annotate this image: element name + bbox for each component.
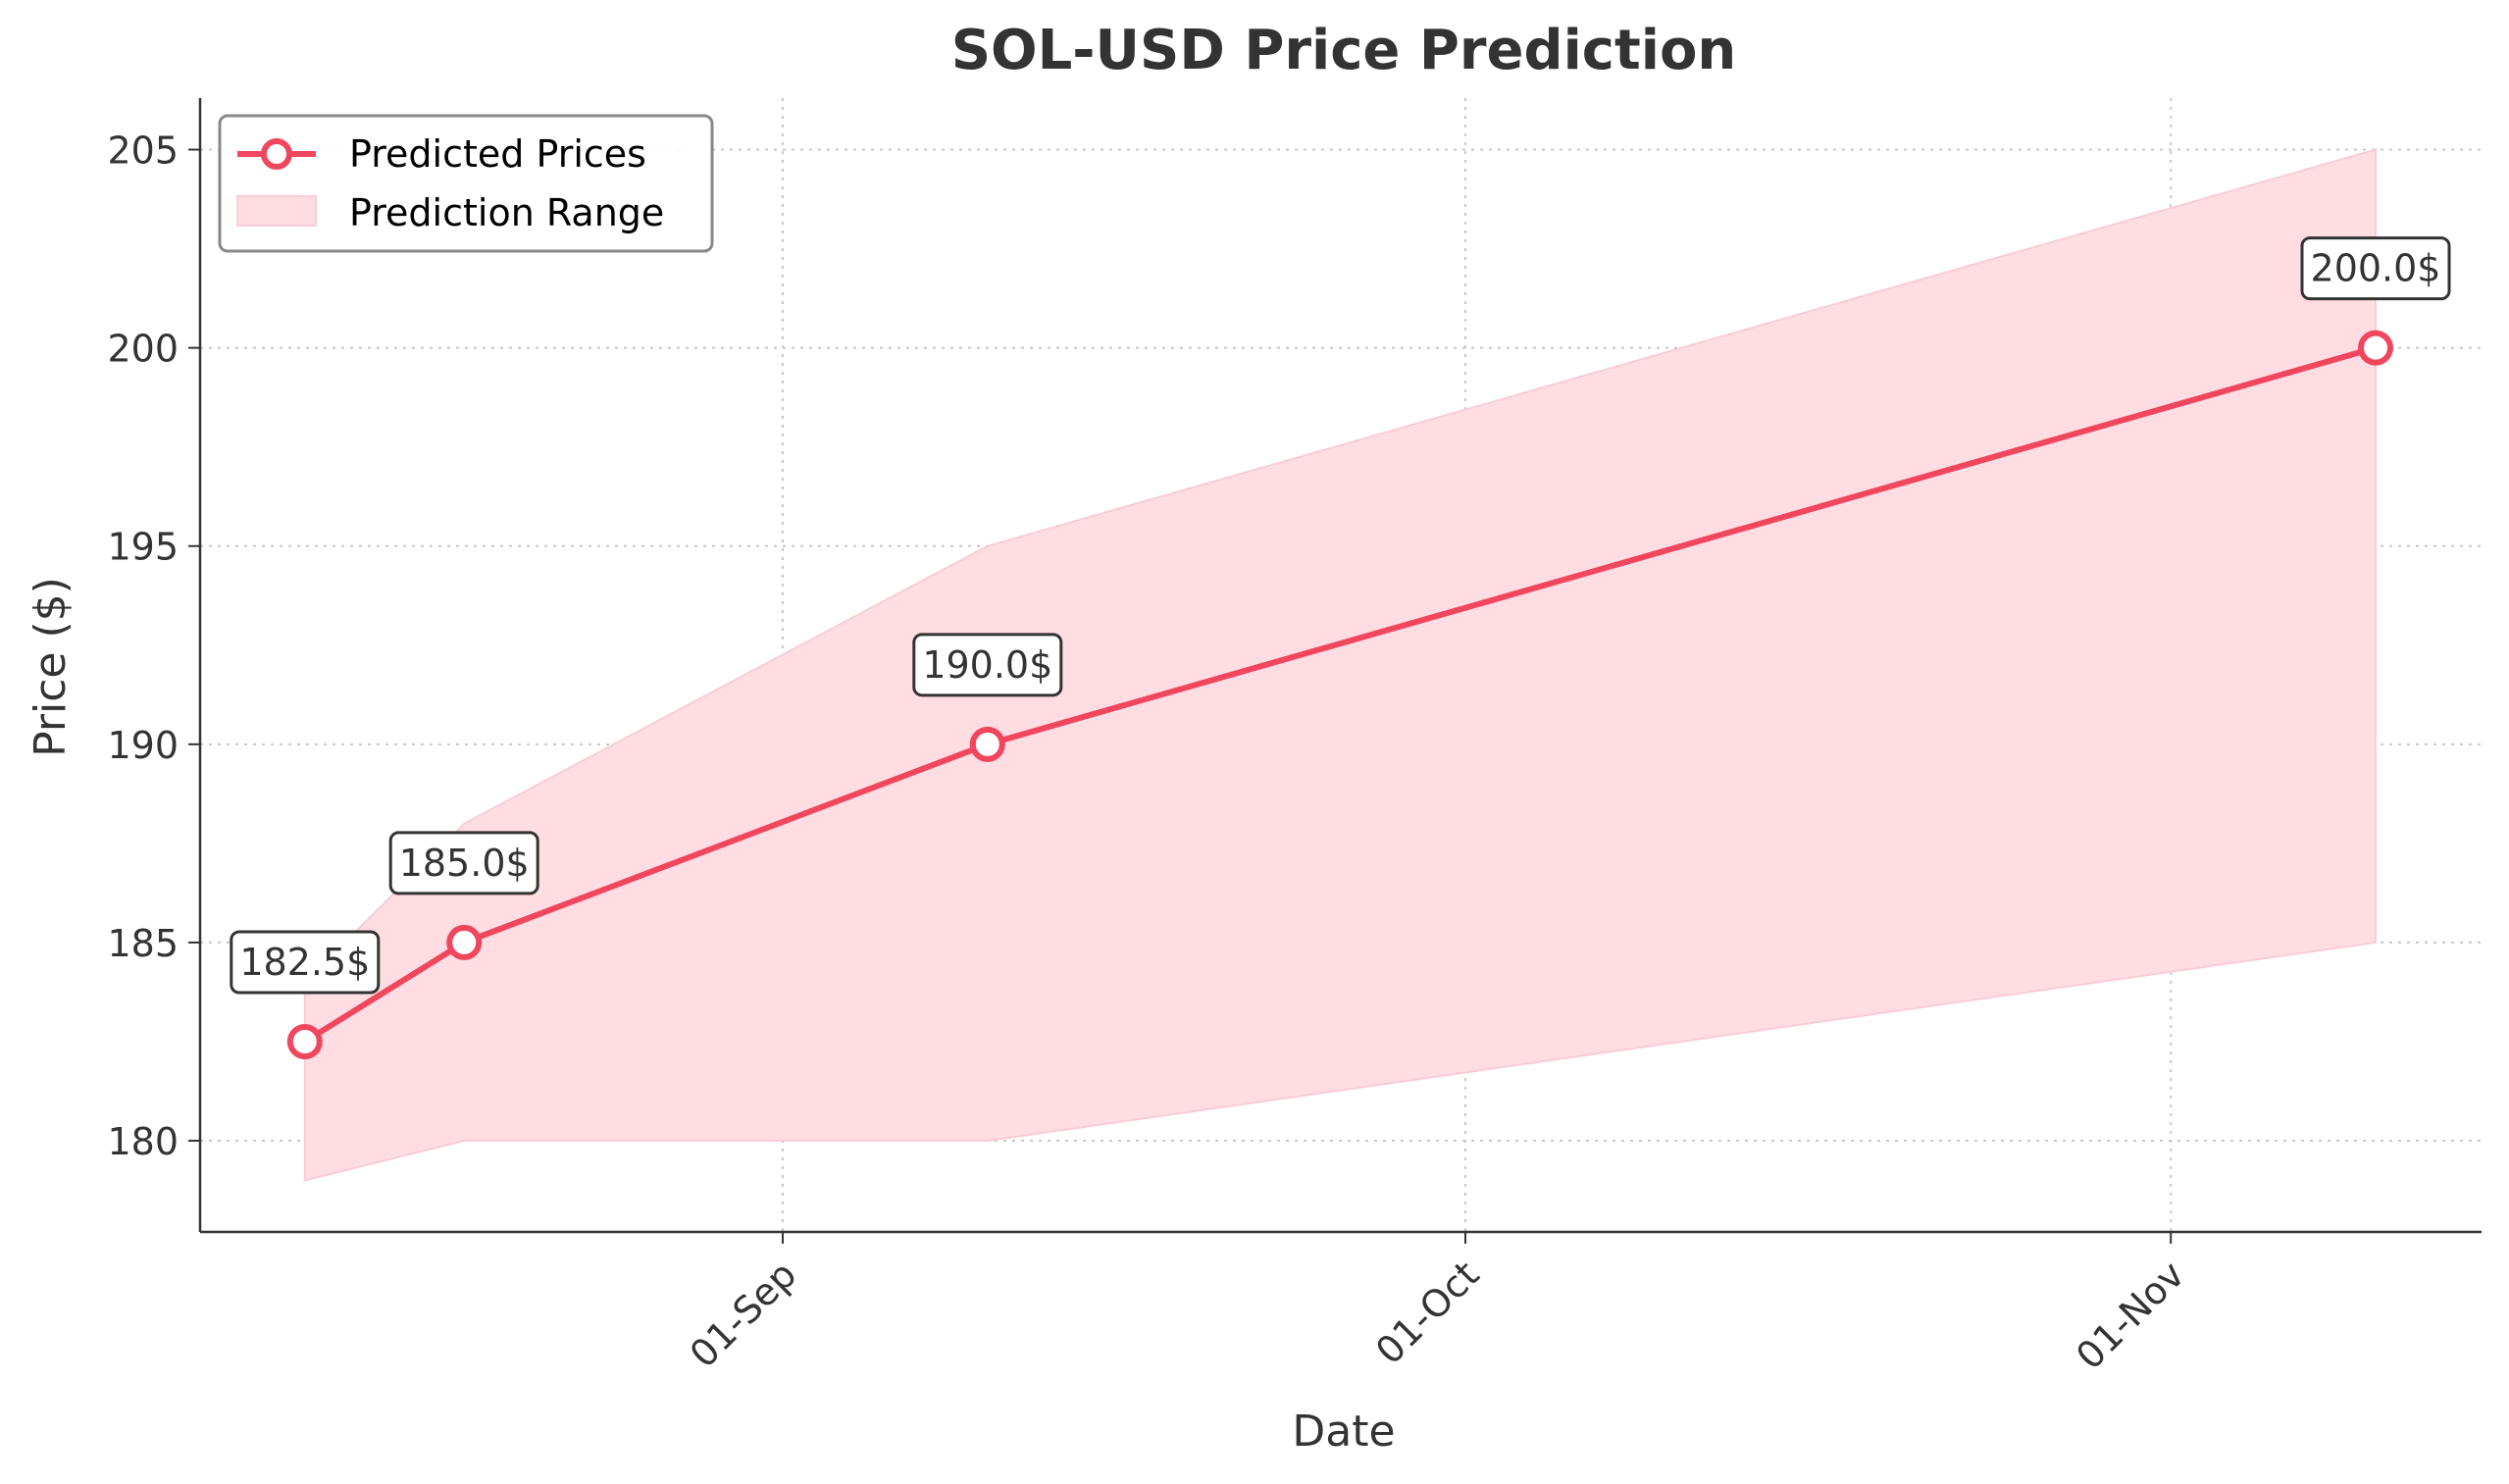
y-tick-label: 185: [107, 922, 179, 965]
legend-frame: [218, 114, 714, 253]
data-label-text: 185.0$: [399, 842, 530, 885]
data-point: [446, 924, 483, 960]
x-tick-label: 01-Oct: [1367, 1253, 1487, 1372]
x-axis-label: Date: [1292, 1407, 1395, 1457]
data-label: 200.0$: [2300, 236, 2451, 301]
legend-marker-swatch: [261, 138, 292, 170]
prediction-range-band: [303, 148, 2377, 1182]
x-tick-label: 01-Nov: [2068, 1253, 2192, 1377]
y-tick-label: 195: [107, 526, 179, 569]
prediction-range-area: [303, 148, 2377, 1182]
legend: Predicted Prices Prediction Range: [218, 114, 714, 253]
legend-range-swatch: [236, 195, 317, 227]
data-label-text: 200.0$: [2311, 247, 2441, 290]
chart-title: SOL-USD Price Prediction: [951, 19, 1737, 82]
data-label-box: [230, 930, 381, 995]
predicted-prices-line: [303, 344, 2377, 1045]
data-point: [969, 726, 1005, 762]
y-tick-label: 190: [107, 724, 179, 767]
data-label-box: [2300, 236, 2451, 301]
legend-label-prediction-range: Prediction Range: [349, 191, 664, 234]
y-tick-label: 200: [107, 328, 179, 371]
legend-label-predicted-prices: Predicted Prices: [349, 132, 646, 176]
data-label-text: 182.5$: [239, 941, 370, 984]
x-tick-label: 01-Sep: [682, 1253, 805, 1376]
data-point: [2358, 330, 2393, 366]
data-label-box: [912, 633, 1063, 697]
data-label: 190.0$: [912, 633, 1063, 697]
data-label-text: 190.0$: [922, 643, 1052, 687]
y-tick-label: 180: [107, 1120, 179, 1163]
data-label-box: [388, 831, 539, 896]
y-axis-label: Price ($): [26, 577, 76, 757]
data-label: 185.0$: [388, 831, 539, 896]
y-tick-label: 205: [107, 129, 179, 173]
data-label: 182.5$: [230, 930, 381, 995]
data-point: [286, 1023, 323, 1059]
data-labels: 182.5$ 185.0$ 190.0$ 200.0$: [230, 236, 2451, 995]
predicted-prices-series: [286, 330, 2393, 1059]
